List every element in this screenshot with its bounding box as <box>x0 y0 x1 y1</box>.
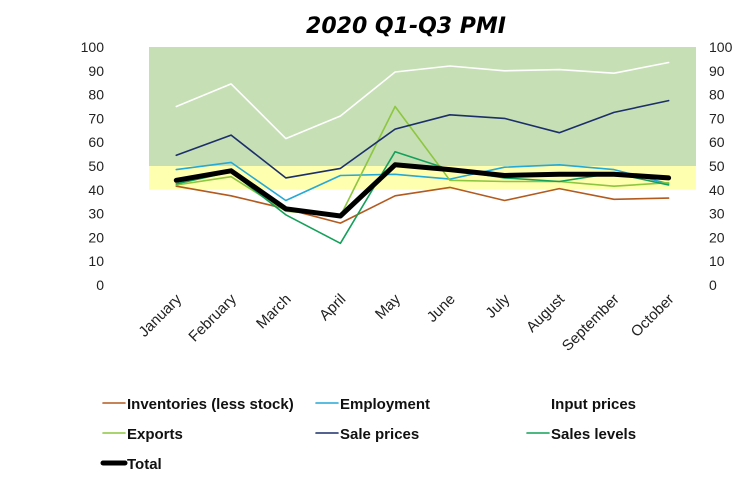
x-tick-label: August <box>523 290 569 336</box>
y-tick-left: 10 <box>88 253 104 269</box>
series-line-sale-prices <box>175 99 670 179</box>
y-tick-right: 80 <box>709 87 725 103</box>
series-line-input-prices <box>175 61 670 140</box>
legend-label: Inventories (less stock) <box>127 396 294 413</box>
y-tick-left: 100 <box>81 39 105 55</box>
series-line-sales-levels <box>175 150 670 245</box>
series-line-total <box>173 162 672 219</box>
legend: Inventories (less stock) Employment Input … <box>100 396 636 473</box>
legend-label: Sale prices <box>340 426 419 443</box>
band-0 <box>149 47 696 166</box>
y-axis-right: 0 10 20 30 40 50 60 70 80 90 100 <box>709 39 733 293</box>
legend-label: Exports <box>127 426 183 443</box>
x-tick-label: October <box>628 291 678 341</box>
y-tick-left: 30 <box>88 206 104 222</box>
y-tick-left: 60 <box>88 134 104 150</box>
legend-label: Total <box>127 456 162 473</box>
series-line-employment <box>175 161 670 202</box>
series-lines <box>173 61 672 245</box>
x-tick-label: September <box>559 291 623 355</box>
y-tick-left: 40 <box>88 182 104 198</box>
y-tick-right: 60 <box>709 134 725 150</box>
y-tick-left: 20 <box>88 229 104 245</box>
y-tick-right: 10 <box>709 253 725 269</box>
y-tick-left: 90 <box>88 63 104 79</box>
x-tick-label: June <box>424 291 459 326</box>
x-tick-label: July <box>482 290 513 321</box>
x-axis: January February March April May June July Augu… <box>135 290 677 354</box>
y-tick-right: 30 <box>709 206 725 222</box>
legend-label: Employment <box>340 396 430 413</box>
x-tick-label: May <box>372 290 404 322</box>
legend-label: Sales levels <box>551 426 636 443</box>
y-tick-right: 50 <box>709 158 725 174</box>
y-tick-right: 90 <box>709 63 725 79</box>
y-tick-right: 20 <box>709 229 725 245</box>
chart-title: 2020 Q1-Q3 PMI <box>306 14 506 39</box>
legend-label: Input prices <box>551 396 636 413</box>
y-tick-right: 40 <box>709 182 725 198</box>
plot-bands <box>149 47 696 190</box>
y-tick-right: 0 <box>709 277 717 293</box>
x-tick-label: February <box>185 290 240 345</box>
y-tick-left: 0 <box>96 277 104 293</box>
y-tick-right: 100 <box>709 39 733 55</box>
x-tick-label: April <box>316 291 349 324</box>
y-axis-left: 0 10 20 30 40 50 60 70 80 90 100 <box>81 39 105 293</box>
y-tick-left: 80 <box>88 87 104 103</box>
y-tick-left: 70 <box>88 110 104 126</box>
x-tick-label: March <box>253 291 294 332</box>
y-tick-right: 70 <box>709 110 725 126</box>
x-tick-label: January <box>135 290 185 340</box>
y-tick-left: 50 <box>88 158 104 174</box>
series-line-inventories-less-stock <box>175 185 670 224</box>
